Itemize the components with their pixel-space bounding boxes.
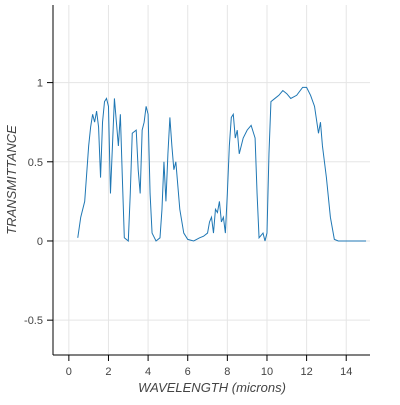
x-tick-label: 0 [66, 366, 72, 378]
y-tick-label: 0 [37, 236, 43, 248]
x-tick-label: 14 [340, 366, 352, 378]
y-axis-label: TRANSMITTANCE [4, 125, 19, 235]
x-axis-label: WAVELENGTH (microns) [138, 380, 286, 395]
x-tick-label: 10 [261, 366, 273, 378]
x-tick-label: 6 [185, 366, 191, 378]
y-tick-label: 1 [37, 78, 43, 90]
x-tick-label: 8 [224, 366, 230, 378]
x-tick-label: 4 [145, 366, 151, 378]
line [77, 86, 367, 242]
x-tick-label: 12 [300, 366, 312, 378]
x-tick-label: 2 [105, 366, 111, 378]
y-tick-label: 0.5 [28, 157, 43, 169]
y-tick-label: -0.5 [24, 315, 43, 327]
